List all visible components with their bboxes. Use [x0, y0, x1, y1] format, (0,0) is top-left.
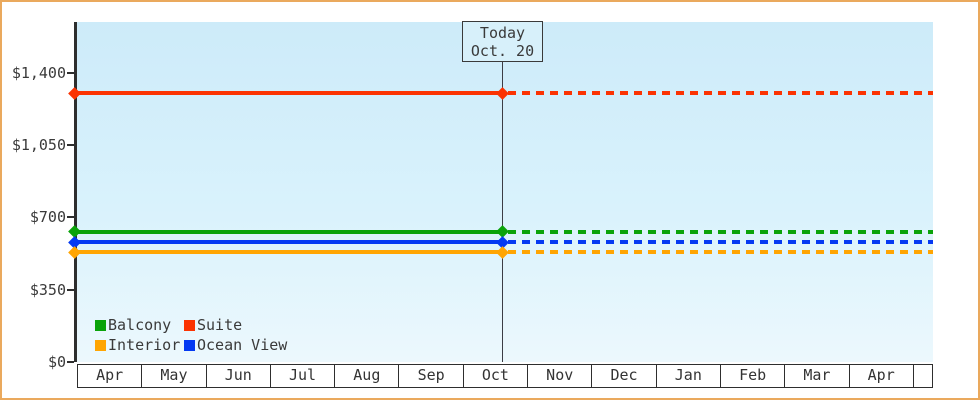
month-cell: Jul — [271, 365, 336, 387]
month-cell: Jan — [657, 365, 721, 387]
month-cell: May — [142, 365, 207, 387]
legend-item: Balcony — [95, 315, 184, 335]
legend-swatch — [95, 339, 106, 351]
y-axis-label: $1,050 — [11, 135, 66, 154]
series-line-dashed — [508, 250, 933, 255]
y-axis-tick — [67, 361, 74, 363]
legend-item: Interior — [95, 335, 184, 355]
month-cell: Aug — [335, 365, 400, 387]
series-line-solid — [74, 91, 502, 96]
month-cell: Mar — [785, 365, 850, 387]
y-axis-label: $700 — [29, 208, 66, 227]
y-axis-tick — [67, 288, 74, 291]
legend: Balcony Suite Interior Ocean View — [95, 315, 287, 355]
series-line-solid — [74, 250, 502, 255]
series-line-solid — [74, 229, 502, 234]
x-axis-month-row: Apr May Jun Jul Aug Sep Oct Nov Dec Jan Feb Mar Apr — [77, 364, 933, 388]
series-line-dashed — [508, 240, 933, 245]
legend-item: Suite — [184, 315, 287, 335]
y-axis-tick — [67, 216, 74, 219]
y-axis-tick — [67, 143, 74, 146]
legend-item: Ocean View — [184, 335, 287, 355]
legend-label: Balcony — [108, 316, 172, 334]
plot-area — [74, 22, 933, 362]
month-cell: Dec — [592, 365, 657, 387]
today-date-label: Oct. 20 — [470, 41, 535, 60]
month-cell-empty — [914, 365, 932, 387]
legend-label: Ocean View — [197, 336, 288, 354]
legend-swatch — [184, 339, 195, 351]
legend-swatch — [184, 319, 195, 331]
series-line-solid — [74, 240, 502, 245]
today-line — [502, 61, 503, 362]
today-box: Today Oct. 20 — [462, 21, 543, 62]
month-cell: Jun — [207, 365, 271, 387]
y-axis-tick — [67, 71, 74, 74]
legend-swatch — [95, 319, 106, 331]
month-cell: Apr — [850, 365, 914, 387]
legend-label: Suite — [197, 316, 243, 334]
y-axis-label: $350 — [29, 280, 66, 299]
month-cell: Apr — [78, 365, 143, 387]
month-cell: Oct — [464, 365, 529, 387]
month-cell: Feb — [721, 365, 786, 387]
legend-label: Interior — [108, 336, 181, 354]
series-line-dashed — [508, 229, 933, 234]
y-axis-label: $0 — [47, 353, 66, 371]
month-cell: Nov — [528, 365, 593, 387]
month-cell: Sep — [399, 365, 464, 387]
series-line-dashed — [508, 91, 933, 96]
y-axis-label: $1,400 — [11, 63, 66, 82]
today-label: Today — [479, 23, 526, 42]
